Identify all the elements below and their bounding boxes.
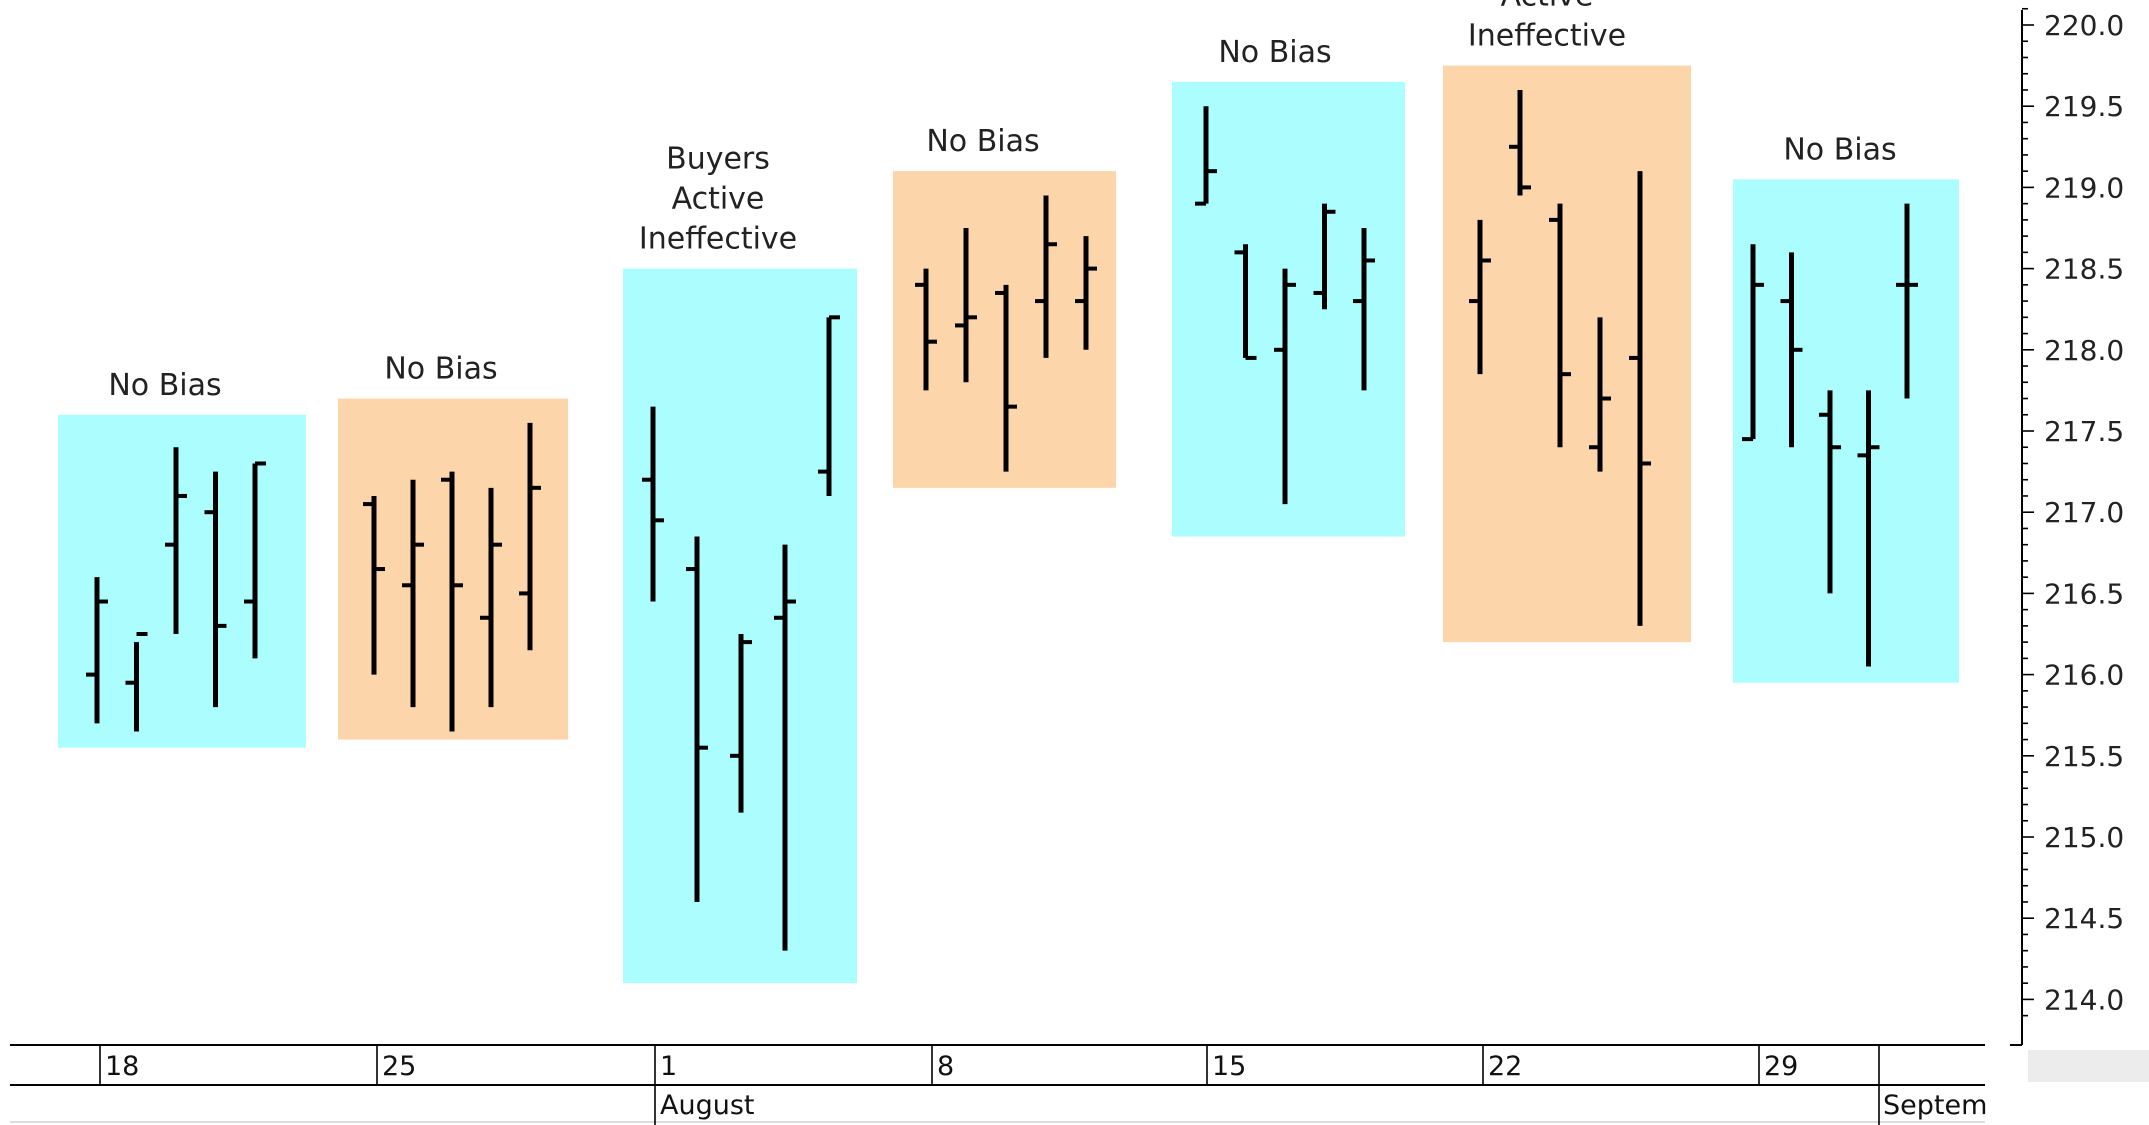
bias-label: Active [672,182,765,217]
y-tick-label: 219.5 [2044,90,2124,123]
ohlc-bar [86,577,108,724]
ohlc-bar [1313,203,1336,310]
ohlc-bar [1195,106,1217,206]
ohlc-bar [1353,228,1375,391]
bias-labels-layer: No Bias No Bias Buyers Active Ineffective No … [108,0,1896,403]
ohlc-bar [686,536,708,902]
ohlc-bar [1896,203,1918,399]
x-week-label: 29 [1764,1051,1798,1082]
ohlc-bar [995,284,1017,472]
ohlc-bar [363,495,385,675]
bias-label: No Bias [926,124,1039,159]
ohlc-bar [774,544,796,951]
ohlc-bar [730,634,752,813]
y-tick-label: 216.0 [2044,659,2124,692]
bias-label: Ineffective [639,222,797,257]
ohlc-bar [1589,317,1611,472]
y-tick-label: 214.0 [2044,983,2124,1016]
ohlc-bar [915,268,937,391]
y-axis: 214.0 214.5 215.0 215.5 216.0 216.5 217.0 217.5… [2021,7,2149,1082]
ohlc-bar [818,315,840,496]
week-boxes-layer [58,65,1959,984]
y-tick-label: 214.5 [2044,902,2124,935]
ohlc-bar [165,447,187,634]
axis-corner-block [2028,1050,2149,1082]
y-tick-label: 219.0 [2044,171,2124,204]
x-week-label: 22 [1488,1051,1522,1082]
x-month-label: Septem [1883,1090,1987,1121]
week-box-7 [1733,179,1959,683]
bias-label: Active [1501,0,1594,14]
x-week-label: 25 [382,1051,416,1082]
y-tick-label: 215.0 [2044,821,2124,854]
y-tick-label: 218.0 [2044,334,2124,367]
ohlc-bar [1075,236,1097,350]
x-month-label: August [660,1090,755,1121]
bias-label: No Bias [108,368,221,403]
ohlc-bar [1857,390,1880,667]
bias-label: Ineffective [1468,19,1626,54]
ohlc-bar [480,487,502,708]
ohlc-bar [1629,171,1651,626]
ohlc-bar [519,422,541,651]
y-tick-label: 220.0 [2044,9,2124,42]
ohlc-bar [402,479,424,708]
x-week-label: 1 [660,1051,677,1082]
y-tick-label: 218.5 [2044,253,2124,286]
ohlc-bar [955,228,977,383]
y-tick-label: 215.5 [2044,740,2124,773]
week-box-6 [1443,65,1691,643]
ohlc-bar [1742,244,1764,442]
ohlc-bar [1234,244,1257,360]
ohlc-bar [1035,195,1057,358]
x-week-label: 18 [105,1051,139,1082]
bias-label: No Bias [1783,132,1896,167]
x-week-label: 8 [937,1051,954,1082]
bias-label: Buyers [666,142,770,177]
ohlc-bar [1819,390,1841,594]
week-box-3 [623,268,857,984]
ohlc-bar [1469,219,1491,375]
ohlc-bar [1274,268,1296,505]
y-tick-label: 217.0 [2044,496,2124,529]
ohlc-bar [125,632,148,732]
ohlc-bar [441,471,463,732]
x-week-label: 15 [1212,1051,1246,1082]
ohlc-bar [204,471,227,708]
ohlc-bar [642,406,664,602]
price-bars-layer [86,89,1918,951]
y-tick-label: 217.5 [2044,415,2124,448]
ohlc-bar [1549,203,1571,448]
bias-label: No Bias [384,352,497,387]
ohlc-bar [1780,252,1803,448]
y-tick-label: 216.5 [2044,577,2124,610]
ohlc-bar [1509,89,1531,196]
bias-label: No Bias [1218,35,1331,70]
ohlc-bar [244,461,266,659]
